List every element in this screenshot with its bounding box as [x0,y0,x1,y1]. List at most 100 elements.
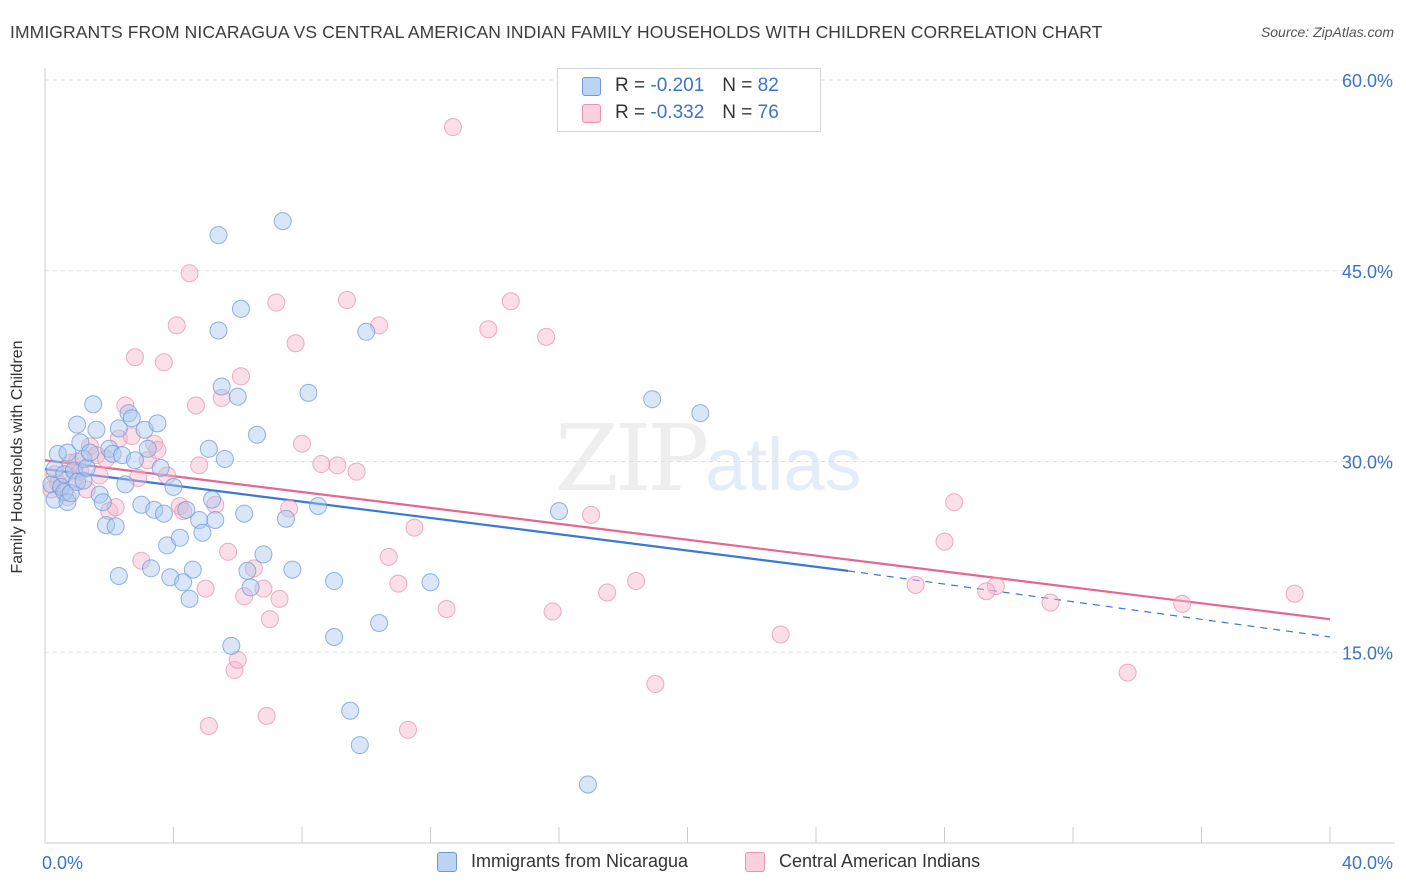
data-point-immigrants-from-nicaragua [180,589,199,608]
data-point-immigrants-from-nicaragua [109,566,128,585]
data-point-immigrants-from-nicaragua [283,560,302,579]
data-point-immigrants-from-nicaragua [235,504,254,523]
data-point-immigrants-from-nicaragua [142,559,161,578]
data-point-immigrants-from-nicaragua [148,414,167,433]
data-point-immigrants-from-nicaragua [203,490,222,509]
data-point-immigrants-from-nicaragua [222,636,241,655]
data-point-immigrants-from-nicaragua [106,517,125,536]
data-point-immigrants-from-nicaragua [68,472,87,491]
data-point-central-american-indians [280,499,299,518]
data-point-central-american-indians [158,466,177,485]
y-tick-label: 60.0% [1342,71,1393,91]
legend-r-label: R = [615,102,646,123]
data-point-immigrants-from-nicaragua [119,404,138,423]
legend-row-nicaragua: R = -0.201 N = 82 [582,73,779,99]
data-point-central-american-indians [257,706,276,725]
legend-r-value: -0.201 [650,75,705,96]
bottom-legend-swatch-blue [437,851,457,872]
data-point-immigrants-from-nicaragua [209,321,228,340]
data-point-immigrants-from-nicaragua [97,516,116,535]
data-point-immigrants-from-nicaragua [325,572,344,591]
data-point-central-american-indians [225,661,244,680]
data-point-immigrants-from-nicaragua [273,212,292,231]
data-point-central-american-indians [977,582,996,601]
data-point-central-american-indians [1285,584,1304,603]
data-point-central-american-indians [231,367,250,386]
data-point-immigrants-from-nicaragua [241,578,260,597]
data-point-immigrants-from-nicaragua [58,443,77,462]
data-point-central-american-indians [180,264,199,283]
data-point-immigrants-from-nicaragua [151,458,170,477]
data-point-immigrants-from-nicaragua [125,451,144,470]
legend-r-value: -0.332 [650,102,705,123]
data-point-immigrants-from-nicaragua [341,701,360,720]
data-point-immigrants-from-nicaragua [231,299,250,318]
bottom-legend-label: Central American Indians [779,851,981,871]
data-point-central-american-indians [337,290,356,309]
data-point-central-american-indians [132,551,151,570]
legend-swatch-blue [582,76,601,96]
data-point-central-american-indians [906,575,925,594]
data-point-immigrants-from-nicaragua [212,377,231,396]
data-point-immigrants-from-nicaragua [238,561,257,580]
data-point-central-american-indians [219,542,238,561]
legend-n-label: N = [722,75,753,96]
data-point-immigrants-from-nicaragua [145,500,164,519]
data-point-central-american-indians [501,292,520,311]
data-point-central-american-indians [986,577,1005,596]
legend-n-value: 82 [757,75,779,96]
tick-labels: 15.0% 30.0% 45.0% 60.0% 0.0% 40.0% [42,71,1393,873]
data-point-central-american-indians [771,625,790,644]
data-point-immigrants-from-nicaragua [691,404,710,423]
data-point-central-american-indians [1173,594,1192,613]
axes [44,68,1395,844]
data-point-central-american-indians [935,532,954,551]
correlation-legend: R = -0.201 N = 82 R = -0.332 N = 76 [557,68,821,132]
data-point-immigrants-from-nicaragua [68,415,87,434]
x-tick-label-max: 40.0% [1342,853,1393,873]
legend-row-central-american: R = -0.332 N = 76 [582,100,779,126]
data-point-central-american-indians [167,316,186,335]
data-point-central-american-indians [537,327,556,346]
data-point-immigrants-from-nicaragua [61,484,80,503]
data-point-central-american-indians [270,589,289,608]
data-point-central-american-indians [293,434,311,453]
data-point-immigrants-from-nicaragua [199,439,218,458]
series-central-american-indians [42,118,1304,739]
data-point-immigrants-from-nicaragua [87,420,106,439]
data-point-immigrants-from-nicaragua [357,322,376,341]
data-point-central-american-indians [1118,663,1137,682]
data-point-immigrants-from-nicaragua [276,509,295,528]
data-point-immigrants-from-nicaragua [209,226,228,245]
data-point-central-american-indians [379,547,398,566]
data-point-immigrants-from-nicaragua [138,439,157,458]
data-point-central-american-indians [235,587,254,606]
bottom-legend-swatch-pink [745,851,765,872]
data-point-immigrants-from-nicaragua [154,504,173,523]
data-point-central-american-indians [399,720,418,739]
source-credit: Source: ZipAtlas.com [1260,24,1394,40]
data-point-central-american-indians [286,334,305,353]
data-point-immigrants-from-nicaragua [248,425,267,444]
chart-title: IMMIGRANTS FROM NICARAGUA VS CENTRAL AME… [10,22,1103,42]
data-point-immigrants-from-nicaragua [193,523,212,542]
data-point-immigrants-from-nicaragua [421,573,440,592]
data-point-central-american-indians [627,572,646,591]
data-point-central-american-indians [437,600,456,619]
data-point-central-american-indians [1041,593,1060,612]
data-point-central-american-indians [646,675,665,694]
data-point-central-american-indians [267,293,286,312]
data-point-immigrants-from-nicaragua [254,545,273,564]
y-tick-label: 30.0% [1342,453,1393,473]
trend-line-nicaragua-extrapolated [848,570,1331,638]
data-point-central-american-indians [125,348,144,367]
watermark-atlas: atlas [705,423,862,506]
data-point-immigrants-from-nicaragua [170,528,189,547]
data-point-immigrants-from-nicaragua [45,460,64,479]
data-point-immigrants-from-nicaragua [215,449,234,468]
data-point-immigrants-from-nicaragua [370,614,389,633]
data-point-central-american-indians [582,505,601,524]
data-point-immigrants-from-nicaragua [206,510,225,529]
data-point-central-american-indians [190,456,209,475]
data-point-central-american-indians [598,583,617,602]
